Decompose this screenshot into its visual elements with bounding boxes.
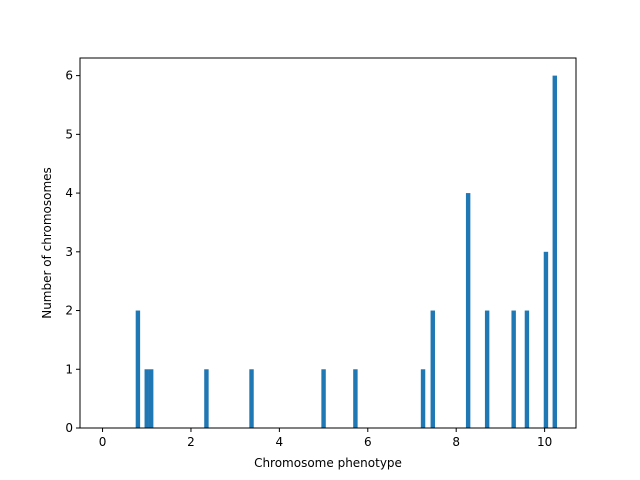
bar-9 bbox=[465, 193, 471, 428]
bar-7 bbox=[420, 369, 426, 428]
x-tick-label-10: 10 bbox=[537, 435, 552, 449]
bars-group bbox=[135, 75, 557, 429]
x-ticks-group: 0 2 4 6 8 10 bbox=[99, 428, 552, 449]
x-tick-label-0: 0 bbox=[99, 435, 107, 449]
bar-4 bbox=[249, 369, 254, 428]
bar-14 bbox=[552, 75, 557, 429]
x-tick-label-4: 4 bbox=[276, 435, 284, 449]
bar-5 bbox=[321, 369, 326, 428]
x-axis-label: Chromosome phenotype bbox=[254, 456, 402, 470]
y-tick-label-2: 2 bbox=[65, 304, 73, 318]
y-ticks-group: 0 1 2 3 4 5 6 bbox=[65, 69, 80, 435]
x-tick-label-8: 8 bbox=[452, 435, 460, 449]
plot-frame bbox=[79, 57, 577, 429]
bar-0 bbox=[135, 310, 141, 428]
y-tick-label-1: 1 bbox=[65, 362, 73, 376]
bar-1 bbox=[144, 369, 149, 428]
y-tick-label-4: 4 bbox=[65, 186, 73, 200]
bar-3 bbox=[204, 369, 209, 428]
y-tick-label-3: 3 bbox=[65, 245, 73, 259]
bar-12 bbox=[524, 310, 530, 428]
bar-11 bbox=[511, 310, 516, 428]
bar-8 bbox=[430, 310, 435, 428]
y-tick-label-6: 6 bbox=[65, 69, 73, 83]
bar-6 bbox=[353, 369, 358, 428]
bar-10 bbox=[484, 310, 490, 428]
x-tick-label-6: 6 bbox=[364, 435, 372, 449]
y-axis-label: Number of chromosomes bbox=[40, 167, 54, 319]
x-tick-label-2: 2 bbox=[187, 435, 195, 449]
bar-2 bbox=[148, 369, 154, 428]
bar-13 bbox=[543, 251, 549, 428]
y-tick-label-5: 5 bbox=[65, 127, 73, 141]
y-tick-label-0: 0 bbox=[65, 421, 73, 435]
